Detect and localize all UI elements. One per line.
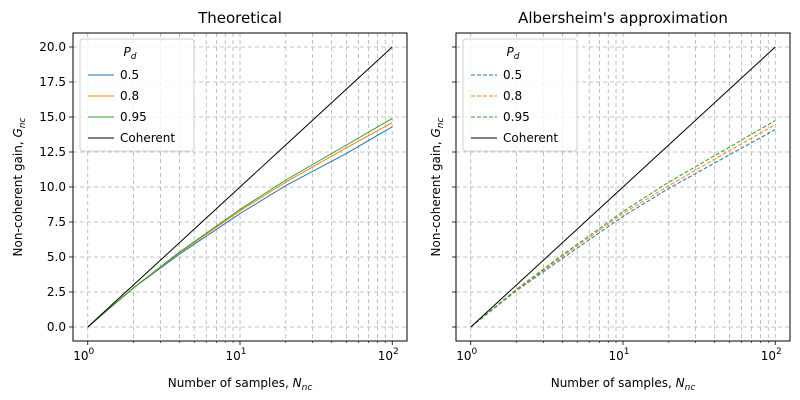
y-tick-label: 12.5 (39, 145, 66, 159)
legend-title: Pd (507, 45, 520, 62)
series-lines (87, 46, 393, 328)
series-line-0.5 (470, 129, 776, 328)
legend-entry-label: 0.8 (503, 89, 522, 103)
series-line-0.5 (87, 126, 393, 328)
legend-entry-label: 0.5 (120, 68, 139, 82)
x-tick-label: 101 (608, 347, 629, 363)
y-tick-label: 20.0 (39, 40, 66, 54)
x-tick-label: 100 (73, 347, 94, 363)
plot-frame (455, 32, 791, 342)
legend: Pd 0.5 0.8 0.95 Coherent (79, 38, 195, 152)
y-tick-label: 10.0 (39, 180, 66, 194)
legend-entry-label: 0.8 (120, 89, 139, 103)
series-line-0.95 (470, 120, 776, 328)
y-tick-label: 2.5 (47, 285, 66, 299)
legend-entry-label: 0.5 (503, 68, 522, 82)
x-tick-label: 102 (761, 347, 782, 363)
y-axis-label: Non-coherent gain, Gnc (429, 118, 446, 257)
chart-title: Theoretical (197, 9, 282, 27)
chart-albersheim: Albersheim's approximation 100 101 102 Pd 0… (429, 9, 791, 393)
legend-title: Pd (124, 45, 137, 62)
plot-frame (72, 32, 408, 342)
x-tick-label: 102 (378, 347, 399, 363)
series-line-0.8 (470, 124, 776, 328)
legend-box (79, 38, 195, 152)
x-axis-label: Number of samples, Nnc (551, 376, 696, 393)
legend-box (462, 38, 578, 152)
series-line-coherent (87, 46, 393, 328)
y-tick-label: 5.0 (47, 250, 66, 264)
y-tick-label: 0.0 (47, 320, 66, 334)
legend-entry-label: 0.95 (503, 110, 530, 124)
x-tick-label: 101 (225, 347, 246, 363)
y-tick-label: 15.0 (39, 110, 66, 124)
y-tick-label: 7.5 (47, 215, 66, 229)
legend-entry-label: Coherent (120, 131, 175, 145)
y-axis-label: Non-coherent gain, Gnc (11, 118, 28, 257)
chart-title: Albersheim's approximation (518, 9, 728, 27)
legend-entry-label: 0.95 (120, 110, 147, 124)
x-axis-label: Number of samples, Nnc (168, 376, 313, 393)
chart-theoretical: Theoretical 100 101 102 0.0 2.5 5.0 7.5 10.0 12.… (11, 9, 408, 393)
series-lines (470, 46, 776, 328)
legend: Pd 0.5 0.8 0.95 Coherent (462, 38, 578, 152)
x-tick-label: 100 (456, 347, 477, 363)
series-line-coherent (470, 46, 776, 328)
axis-ticks: 100 101 102 0.0 2.5 5.0 7.5 10.0 12.5 15.0 17.5 20.… (39, 40, 398, 363)
series-line-0.95 (87, 117, 393, 328)
axis-ticks: 100 101 102 (452, 46, 782, 363)
legend-entry-label: Coherent (503, 131, 558, 145)
y-tick-label: 17.5 (39, 75, 66, 89)
